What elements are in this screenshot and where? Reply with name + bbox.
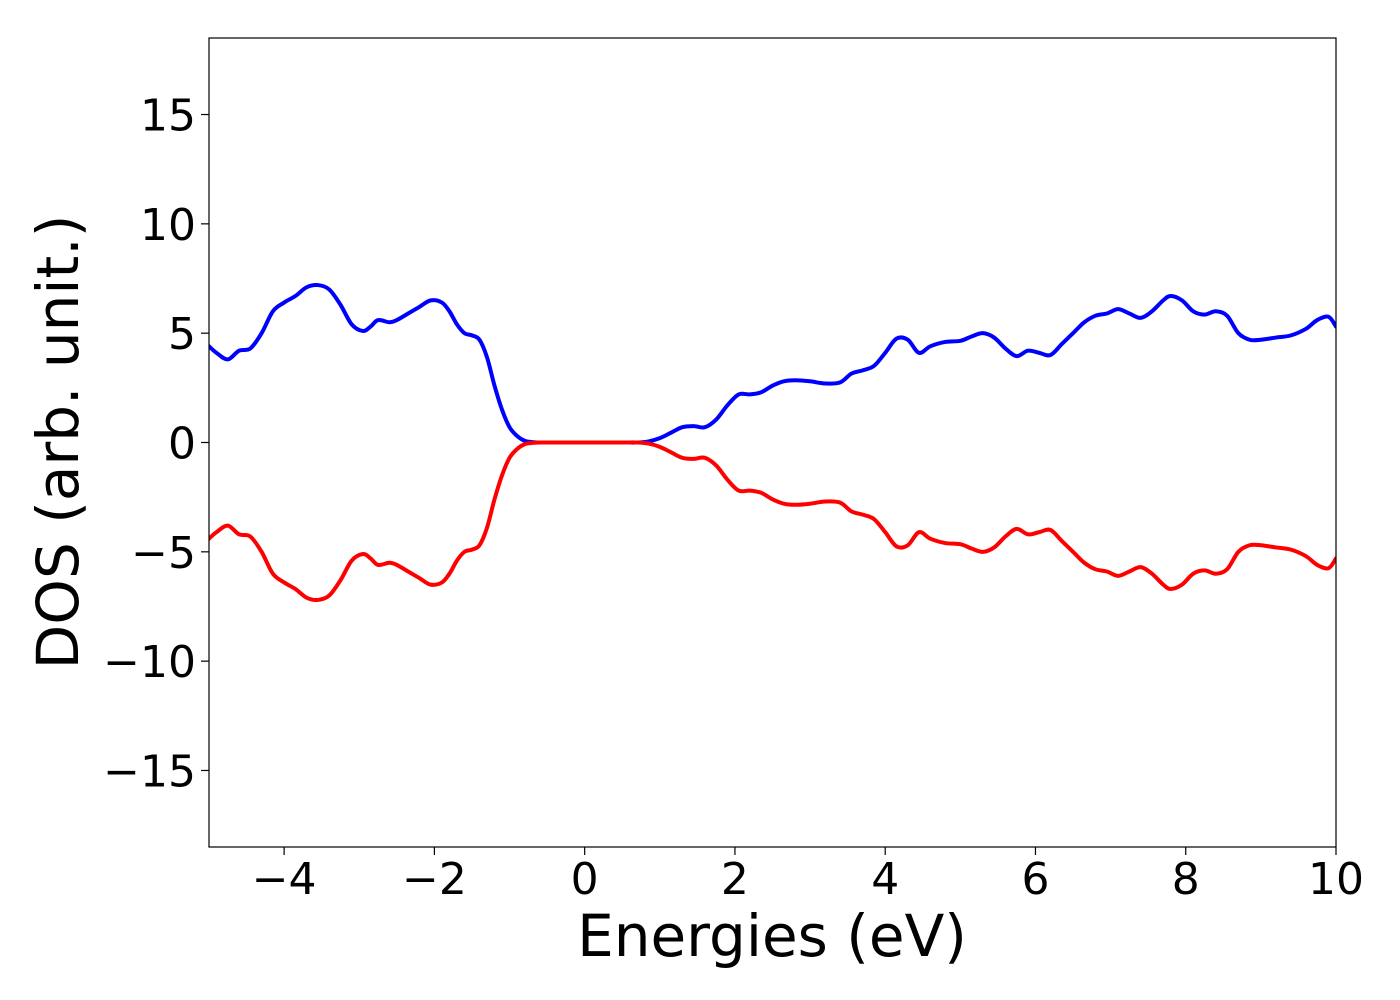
series-layer [209,282,1336,603]
dos-line-red [209,440,1336,603]
x-tick-label: −2 [402,854,467,905]
plot-frame [208,37,1337,848]
y-axis-label: DOS (arb. unit.) [24,215,92,670]
dos-line-blue [209,282,1336,445]
x-tick-label: 4 [871,854,899,905]
x-tick-label: 2 [721,854,749,905]
ticks-layer: −4 −2 0 2 4 6 8 10 −15 −10 −5 0 5 10 15 [103,91,1364,905]
x-axis-label: Energies (eV) [577,902,967,970]
x-tick-label: 8 [1172,854,1200,905]
y-tick-label: 10 [140,200,196,251]
x-tick-label: 6 [1021,854,1049,905]
y-tick-label: −15 [103,746,196,797]
y-tick-label: 0 [168,419,196,470]
x-tick-label: −4 [252,854,317,905]
y-tick-label: 5 [168,309,196,360]
y-tick-label: 15 [140,91,196,142]
y-tick-label: −5 [131,528,196,579]
x-tick-label: 0 [571,854,599,905]
y-tick-label: −10 [103,637,196,688]
x-tick-label: 10 [1308,854,1364,905]
